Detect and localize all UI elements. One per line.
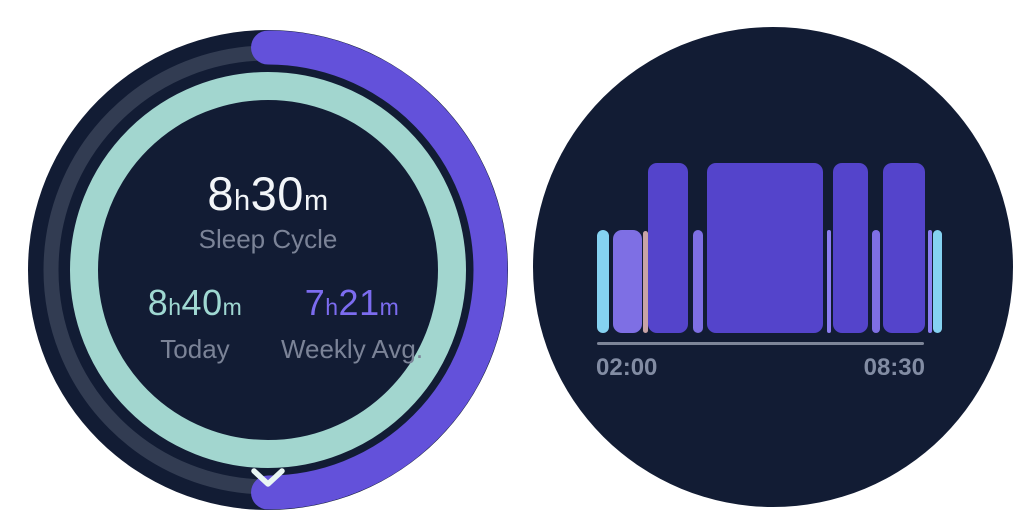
weekly-avg-label: Weekly Avg.	[280, 334, 424, 364]
sleep-stage-bar	[933, 230, 942, 333]
sleep-stage-bar	[707, 163, 823, 333]
weekly-minutes-unit: m	[379, 294, 400, 320]
progress-arc	[251, 30, 508, 510]
today-minutes-unit: m	[222, 294, 243, 320]
time-axis-labels: 02:00 08:30	[533, 354, 1013, 384]
today-value: 8h40m	[110, 285, 280, 321]
today-label: Today	[160, 334, 230, 364]
weekly-hours-unit: h	[325, 294, 339, 320]
weekly-minutes: 21	[338, 282, 380, 323]
sleep-stage-bar	[928, 230, 932, 333]
sleep-cycle-minutes-unit: m	[303, 185, 329, 217]
today-hours: 8	[147, 282, 169, 323]
sleep-cycle-label: Sleep Cycle	[198, 224, 338, 254]
weekly-hours: 7	[304, 282, 326, 323]
time-axis-line	[597, 342, 924, 345]
sleep-cycle-minutes: 30	[250, 167, 304, 220]
stat-today: 8h40m Today	[110, 285, 280, 365]
axis-label-end: 08:30	[863, 354, 925, 381]
stat-weekly-avg: 7h21m Weekly Avg.	[267, 285, 437, 365]
sleep-cycle-value: 8h30m	[28, 170, 508, 217]
axis-label-start: 02:00	[596, 354, 658, 381]
today-hours-unit: h	[168, 294, 182, 320]
sleep-summary-content: 8h30m Sleep Cycle 8h40m Today 7h21m Week…	[28, 30, 508, 510]
sleep-ring	[70, 72, 466, 468]
today-minutes: 40	[181, 282, 223, 323]
progress-rings	[43, 30, 508, 510]
sleep-stages-chart	[533, 27, 1013, 507]
chevron-down-icon[interactable]	[246, 464, 290, 490]
sleep-stage-bar	[648, 163, 688, 333]
sleep-stage-bar	[613, 230, 642, 333]
sleep-stage-bar	[693, 230, 703, 333]
sleep-stage-bar	[833, 163, 868, 333]
sleep-stage-bar	[883, 163, 925, 333]
weekly-avg-value: 7h21m	[267, 285, 437, 321]
sleep-stage-bar	[827, 230, 831, 333]
sleep-cycle-hours-unit: h	[234, 185, 251, 217]
sleep-summary-watchface: 8h30m Sleep Cycle 8h40m Today 7h21m Week…	[28, 30, 508, 510]
sleep-stage-bar	[643, 231, 648, 333]
sleep-cycle-hours: 8	[207, 167, 235, 220]
sleep-stage-bar	[872, 230, 880, 333]
sleep-stage-bar	[597, 230, 609, 333]
sleep-stages-watchface: 02:00 08:30	[533, 27, 1013, 507]
